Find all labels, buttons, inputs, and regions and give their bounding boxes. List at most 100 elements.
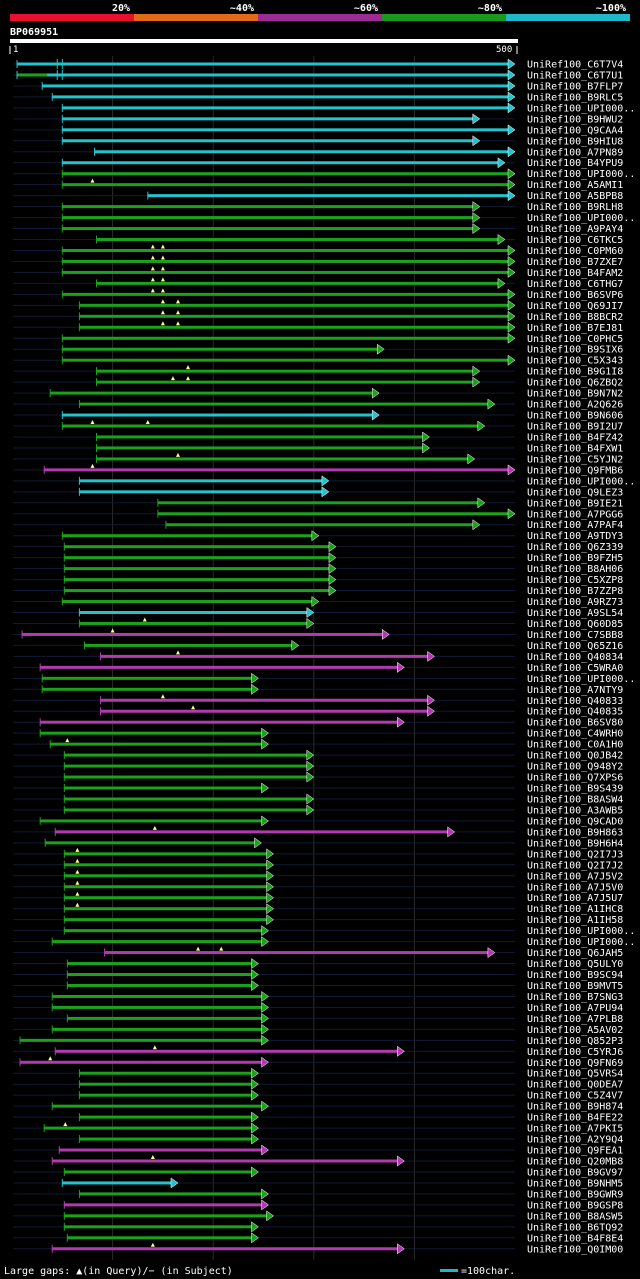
hit-label[interactable]: UniRef100_C5WRA0	[527, 663, 623, 674]
hit-row[interactable]: UniRef100_Q20MB8	[13, 1155, 623, 1168]
hit-label[interactable]: UniRef100_C0A1H0	[527, 740, 623, 751]
hit-label[interactable]: UniRef100_A7PLB8	[527, 1014, 623, 1025]
hit-row[interactable]: UniRef100_B7ZXE7	[13, 255, 623, 268]
hit-row[interactable]: UniRef100_B9SIX6	[13, 343, 623, 356]
hit-label[interactable]: UniRef100_UPI000..	[527, 169, 635, 180]
hit-label[interactable]: UniRef100_B8ASW4	[527, 794, 623, 805]
hit-label[interactable]: UniRef100_UPI000..	[527, 476, 635, 487]
hit-row[interactable]: UniRef100_B9MVT5	[13, 979, 623, 992]
hit-label[interactable]: UniRef100_B8ASW5	[527, 1211, 623, 1222]
hit-row[interactable]: UniRef100_Q2I7J3	[13, 847, 623, 861]
hit-label[interactable]: UniRef100_Q0IM00	[527, 1244, 623, 1255]
hit-row[interactable]: UniRef100_Q9LEZ3	[13, 486, 623, 499]
hit-row[interactable]: UniRef100_B9FZH5	[13, 552, 623, 565]
hit-row[interactable]: UniRef100_Q5ULY0	[13, 958, 623, 971]
hit-row[interactable]: UniRef100_UPI000..	[13, 672, 635, 685]
hit-label[interactable]: UniRef100_A7J5U7	[527, 893, 623, 904]
hit-label[interactable]: UniRef100_Q948Y2	[527, 762, 623, 773]
hit-label[interactable]: UniRef100_B9GSP8	[527, 1200, 623, 1211]
hit-label[interactable]: UniRef100_A7PGG6	[527, 509, 623, 520]
hit-row[interactable]: UniRef100_B7SNG3	[13, 990, 623, 1003]
hit-row[interactable]: UniRef100_B9S439	[13, 782, 623, 795]
hit-row[interactable]: UniRef100_C5YJN2	[13, 452, 623, 466]
hit-label[interactable]: UniRef100_B9RLH8	[527, 202, 623, 213]
hit-label[interactable]: UniRef100_C5YRJ6	[527, 1047, 623, 1058]
hit-label[interactable]: UniRef100_B9GV97	[527, 1167, 623, 1178]
hit-row[interactable]: UniRef100_Q2I7J2	[13, 858, 623, 872]
hit-label[interactable]: UniRef100_Q0JB42	[527, 751, 623, 762]
hit-row[interactable]: UniRef100_B4FZ42	[13, 431, 623, 444]
hit-label[interactable]: UniRef100_C6THG7	[527, 279, 623, 290]
hit-label[interactable]: UniRef100_B9N7N2	[527, 389, 623, 400]
hit-row[interactable]: UniRef100_B7ZZP8	[13, 585, 623, 598]
hit-label[interactable]: UniRef100_Q40834	[527, 652, 623, 663]
hit-label[interactable]: UniRef100_C5X343	[527, 356, 623, 367]
hit-row[interactable]: UniRef100_A1IHC8	[13, 902, 623, 916]
hit-label[interactable]: UniRef100_C7SBB8	[527, 630, 623, 641]
hit-label[interactable]: UniRef100_B9H863	[527, 827, 623, 838]
hit-label[interactable]: UniRef100_B4FAM2	[527, 268, 623, 279]
hit-row[interactable]: UniRef100_Q5VRS4	[13, 1067, 623, 1080]
hit-label[interactable]: UniRef100_C5Z4V7	[527, 1091, 623, 1102]
hit-row[interactable]: UniRef100_Q6ZBQ2	[13, 376, 623, 389]
hit-label[interactable]: UniRef100_B6SV80	[527, 718, 623, 729]
hit-row[interactable]: UniRef100_Q9CAD0	[13, 815, 623, 828]
hit-row[interactable]: UniRef100_Q852P3	[13, 1034, 623, 1047]
hit-label[interactable]: UniRef100_B6SVP6	[527, 290, 623, 301]
hit-row[interactable]: UniRef100_Q948Y2	[13, 760, 623, 773]
hit-label[interactable]: UniRef100_B9SC94	[527, 970, 623, 981]
hit-row[interactable]: UniRef100_A7PKI5	[13, 1122, 623, 1135]
hit-row[interactable]: UniRef100_A1IH58	[13, 914, 623, 927]
hit-row[interactable]: UniRef100_B9N7N2	[13, 387, 623, 400]
hit-label[interactable]: UniRef100_Q7XPS6	[527, 773, 623, 784]
hit-label[interactable]: UniRef100_B9SIX6	[527, 345, 623, 356]
hit-row[interactable]: UniRef100_UPI000..	[13, 925, 635, 938]
hit-row[interactable]: UniRef100_B8BCR2	[13, 310, 623, 323]
hit-row[interactable]: UniRef100_B9HWU2	[13, 113, 623, 126]
hit-label[interactable]: UniRef100_A7J5V0	[527, 882, 623, 893]
hit-row[interactable]: UniRef100_C5YRJ6	[13, 1045, 623, 1058]
hit-label[interactable]: UniRef100_Q40835	[527, 707, 623, 718]
hit-row[interactable]: UniRef100_C4WRH0	[13, 727, 623, 740]
hit-label[interactable]: UniRef100_A3AWB5	[527, 805, 623, 816]
hit-label[interactable]: UniRef100_Q5VRS4	[527, 1069, 623, 1080]
hit-label[interactable]: UniRef100_Q9CAA4	[527, 125, 623, 136]
hit-label[interactable]: UniRef100_B9RLC5	[527, 92, 623, 103]
hit-row[interactable]: UniRef100_B4F8E4	[13, 1232, 623, 1245]
hit-row[interactable]: UniRef100_C0A1H0	[13, 738, 623, 751]
hit-row[interactable]: UniRef100_UPI000..	[13, 936, 635, 949]
hit-row[interactable]: UniRef100_A9PAY4	[13, 223, 623, 236]
hit-row[interactable]: UniRef100_A7NTY9	[13, 683, 623, 696]
hit-row[interactable]: UniRef100_Q0DEA7	[13, 1078, 623, 1091]
hit-label[interactable]: UniRef100_Q40833	[527, 696, 623, 707]
hit-label[interactable]: UniRef100_B4F8E4	[527, 1233, 623, 1244]
hit-label[interactable]: UniRef100_A7NTY9	[527, 685, 623, 696]
hit-row[interactable]: UniRef100_B9GV97	[13, 1166, 623, 1179]
hit-label[interactable]: UniRef100_B9HWU2	[527, 114, 623, 125]
hit-row[interactable]: UniRef100_C5XZP8	[13, 574, 623, 587]
hit-label[interactable]: UniRef100_A7PAF4	[527, 520, 623, 531]
hit-row[interactable]: UniRef100_B9I2U7	[13, 420, 623, 433]
hit-row[interactable]: UniRef100_B4FXW1	[13, 442, 623, 455]
hit-row[interactable]: UniRef100_B4FE22	[13, 1111, 623, 1124]
hit-label[interactable]: UniRef100_Q69JI7	[527, 301, 623, 312]
hit-row[interactable]: UniRef100_C6T7V4	[13, 58, 623, 71]
hit-row[interactable]: UniRef100_C5Z4V7	[13, 1089, 623, 1102]
hit-label[interactable]: UniRef100_Q6JAH5	[527, 948, 623, 959]
hit-row[interactable]: UniRef100_A2Q626	[13, 398, 623, 411]
hit-row[interactable]: UniRef100_UPI000..	[13, 168, 635, 181]
hit-label[interactable]: UniRef100_A7PU94	[527, 1003, 623, 1014]
hit-row[interactable]: UniRef100_UPI000..	[13, 212, 635, 225]
hit-label[interactable]: UniRef100_B9GWR9	[527, 1189, 623, 1200]
hit-label[interactable]: UniRef100_B7EJ81	[527, 323, 623, 334]
hit-row[interactable]: UniRef100_UPI000..	[13, 102, 635, 115]
hit-label[interactable]: UniRef100_A7PN89	[527, 147, 623, 158]
hit-row[interactable]: UniRef100_A7J5V0	[13, 880, 623, 894]
hit-row[interactable]: UniRef100_A7PU94	[13, 1001, 623, 1014]
hit-label[interactable]: UniRef100_A7J5V2	[527, 871, 623, 882]
hit-row[interactable]: UniRef100_B9GSP8	[13, 1199, 623, 1212]
hit-label[interactable]: UniRef100_B9H6H4	[527, 838, 623, 849]
hit-row[interactable]: UniRef100_B8ASW4	[13, 793, 623, 806]
hit-row[interactable]: UniRef100_C5WRA0	[13, 661, 623, 674]
hit-label[interactable]: UniRef100_B9IE21	[527, 498, 623, 509]
